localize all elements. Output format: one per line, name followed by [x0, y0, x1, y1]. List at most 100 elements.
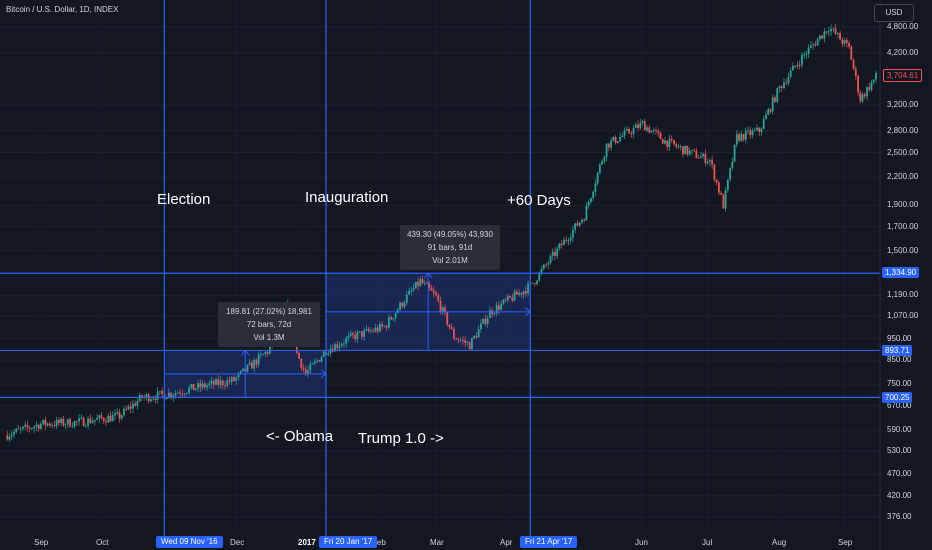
measure-label-2: 439.30 (49.05%) 43,930 91 bars, 91d Vol …	[400, 225, 500, 270]
candle-body	[428, 283, 431, 289]
candle-body	[93, 419, 96, 422]
candle-body	[706, 161, 709, 164]
candle-body	[843, 39, 846, 44]
candle-body	[789, 70, 792, 77]
candle-body	[15, 428, 18, 433]
candle-body	[547, 263, 550, 265]
candle-body	[540, 269, 543, 273]
candle-body	[655, 130, 657, 131]
candle-body	[78, 418, 80, 422]
candle-body	[167, 392, 170, 399]
candle-body	[484, 318, 487, 324]
candle-body	[383, 326, 386, 328]
candle-body	[372, 330, 375, 332]
candle-body	[713, 164, 716, 180]
candle-body	[179, 392, 181, 394]
candle-body	[26, 424, 29, 428]
candle-body	[28, 427, 31, 429]
candle-body	[264, 352, 267, 355]
candle-body	[399, 302, 401, 310]
candle-body	[524, 290, 527, 294]
y-tick-label: 2,200.00	[887, 172, 919, 182]
candle-body	[318, 360, 321, 362]
y-tick-label: 420.00	[887, 490, 912, 500]
candle-body	[796, 64, 799, 67]
candle-body	[753, 130, 756, 131]
candle-body	[208, 383, 211, 386]
y-tick-label: 1,070.00	[887, 310, 919, 320]
candle-body	[722, 194, 725, 209]
candle-body	[502, 299, 505, 304]
candle-body	[107, 415, 110, 423]
candle-body	[266, 352, 269, 354]
candle-body	[203, 383, 206, 388]
candle-body	[488, 310, 491, 319]
candle-body	[836, 33, 839, 34]
measure-1-change: 189.81 (27.02%) 18,981	[226, 307, 312, 316]
candle-body	[708, 160, 711, 162]
candle-body	[538, 272, 541, 281]
candle-body	[771, 97, 774, 112]
candle-body	[558, 243, 561, 249]
candle-body	[509, 295, 511, 298]
candle-body	[504, 299, 507, 301]
candle-body	[717, 182, 720, 193]
candle-body	[821, 35, 824, 39]
candle-body	[659, 132, 662, 140]
candle-body	[792, 65, 794, 71]
candle-body	[603, 156, 606, 161]
x-tick-label: Jul	[702, 538, 713, 547]
y-tick-label: 530.00	[887, 445, 912, 455]
candle-body	[219, 380, 222, 385]
candle-body	[172, 395, 175, 397]
candle-body	[448, 324, 451, 328]
candle-body	[756, 127, 758, 131]
candle-body	[116, 412, 119, 414]
candle-body	[670, 138, 673, 141]
candle-body	[257, 354, 260, 365]
candle-body	[733, 144, 736, 162]
annotation-trump: Trump 1.0 ->	[358, 430, 444, 447]
candle-body	[156, 391, 159, 400]
candle-body	[414, 281, 417, 289]
candle-body	[10, 434, 13, 437]
candle-body	[349, 333, 352, 336]
candle-body	[742, 133, 745, 140]
candle-body	[352, 333, 354, 335]
candle-body	[210, 380, 213, 384]
annotation-plus60: +60 Days	[507, 192, 571, 209]
candle-body	[657, 130, 660, 133]
measure-2-change: 439.30 (49.05%) 43,930	[407, 230, 493, 239]
candle-body	[863, 94, 866, 97]
candle-body	[783, 82, 785, 89]
candle-body	[688, 150, 691, 155]
candle-body	[307, 370, 309, 375]
candle-body	[55, 419, 58, 426]
measure-1-volume: Vol 1.3M	[253, 333, 285, 342]
candle-body	[358, 331, 361, 333]
candle-body	[190, 384, 193, 388]
candle-body	[152, 398, 155, 400]
candle-body	[475, 336, 478, 338]
candle-body	[827, 31, 830, 33]
candle-body	[98, 415, 101, 419]
candle-body	[740, 133, 743, 141]
candle-body	[607, 143, 610, 148]
candle-body	[17, 428, 20, 430]
candle-body	[776, 88, 779, 102]
candle-body	[64, 424, 67, 426]
candle-body	[466, 342, 469, 344]
y-tick-label: 950.00	[887, 333, 912, 343]
candle-body	[129, 406, 132, 409]
candle-body	[464, 340, 467, 343]
candle-body	[51, 425, 54, 426]
currency-selector[interactable]: USD	[874, 4, 914, 22]
candle-body	[197, 383, 199, 389]
candle-body	[262, 354, 265, 355]
y-tick-label: 1,190.00	[887, 290, 919, 300]
measure-2-bars: 91 bars, 91d	[427, 243, 473, 252]
candle-body	[123, 408, 125, 416]
date-tag-election: Wed 09 Nov '16	[156, 536, 223, 548]
candle-body	[426, 282, 428, 284]
